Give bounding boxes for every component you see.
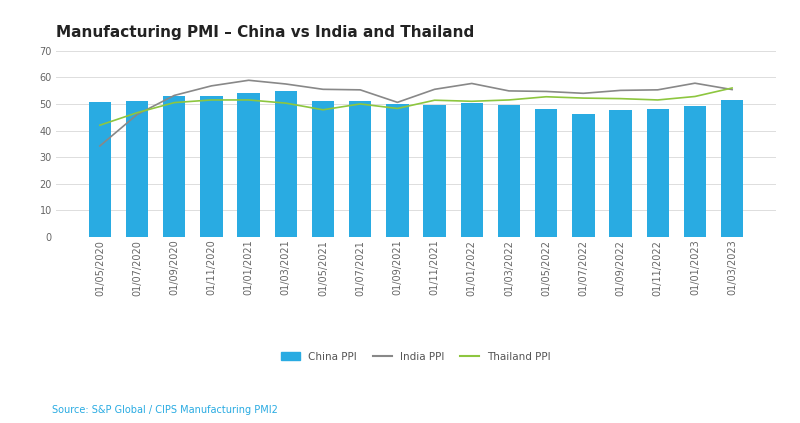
Bar [721, 100, 743, 237]
Bar [498, 105, 520, 237]
Bar [312, 101, 334, 237]
Bar [238, 93, 260, 237]
Bar [274, 91, 297, 237]
Bar [646, 109, 669, 237]
Bar [386, 104, 409, 237]
Text: Manufacturing PMI – China vs India and Thailand: Manufacturing PMI – China vs India and T… [56, 25, 474, 40]
Bar [89, 102, 111, 237]
Bar [572, 113, 594, 237]
Bar [163, 96, 186, 237]
Bar [684, 106, 706, 237]
Legend: China PPI, India PPI, Thailand PPI: China PPI, India PPI, Thailand PPI [278, 347, 554, 365]
Bar [535, 109, 558, 237]
Bar [423, 105, 446, 237]
Bar [200, 96, 222, 237]
Bar [610, 110, 632, 237]
Bar [461, 103, 483, 237]
Text: Source: S&P Global / CIPS Manufacturing PMI2: Source: S&P Global / CIPS Manufacturing … [52, 404, 278, 415]
Bar [349, 101, 371, 237]
Bar [126, 101, 148, 237]
